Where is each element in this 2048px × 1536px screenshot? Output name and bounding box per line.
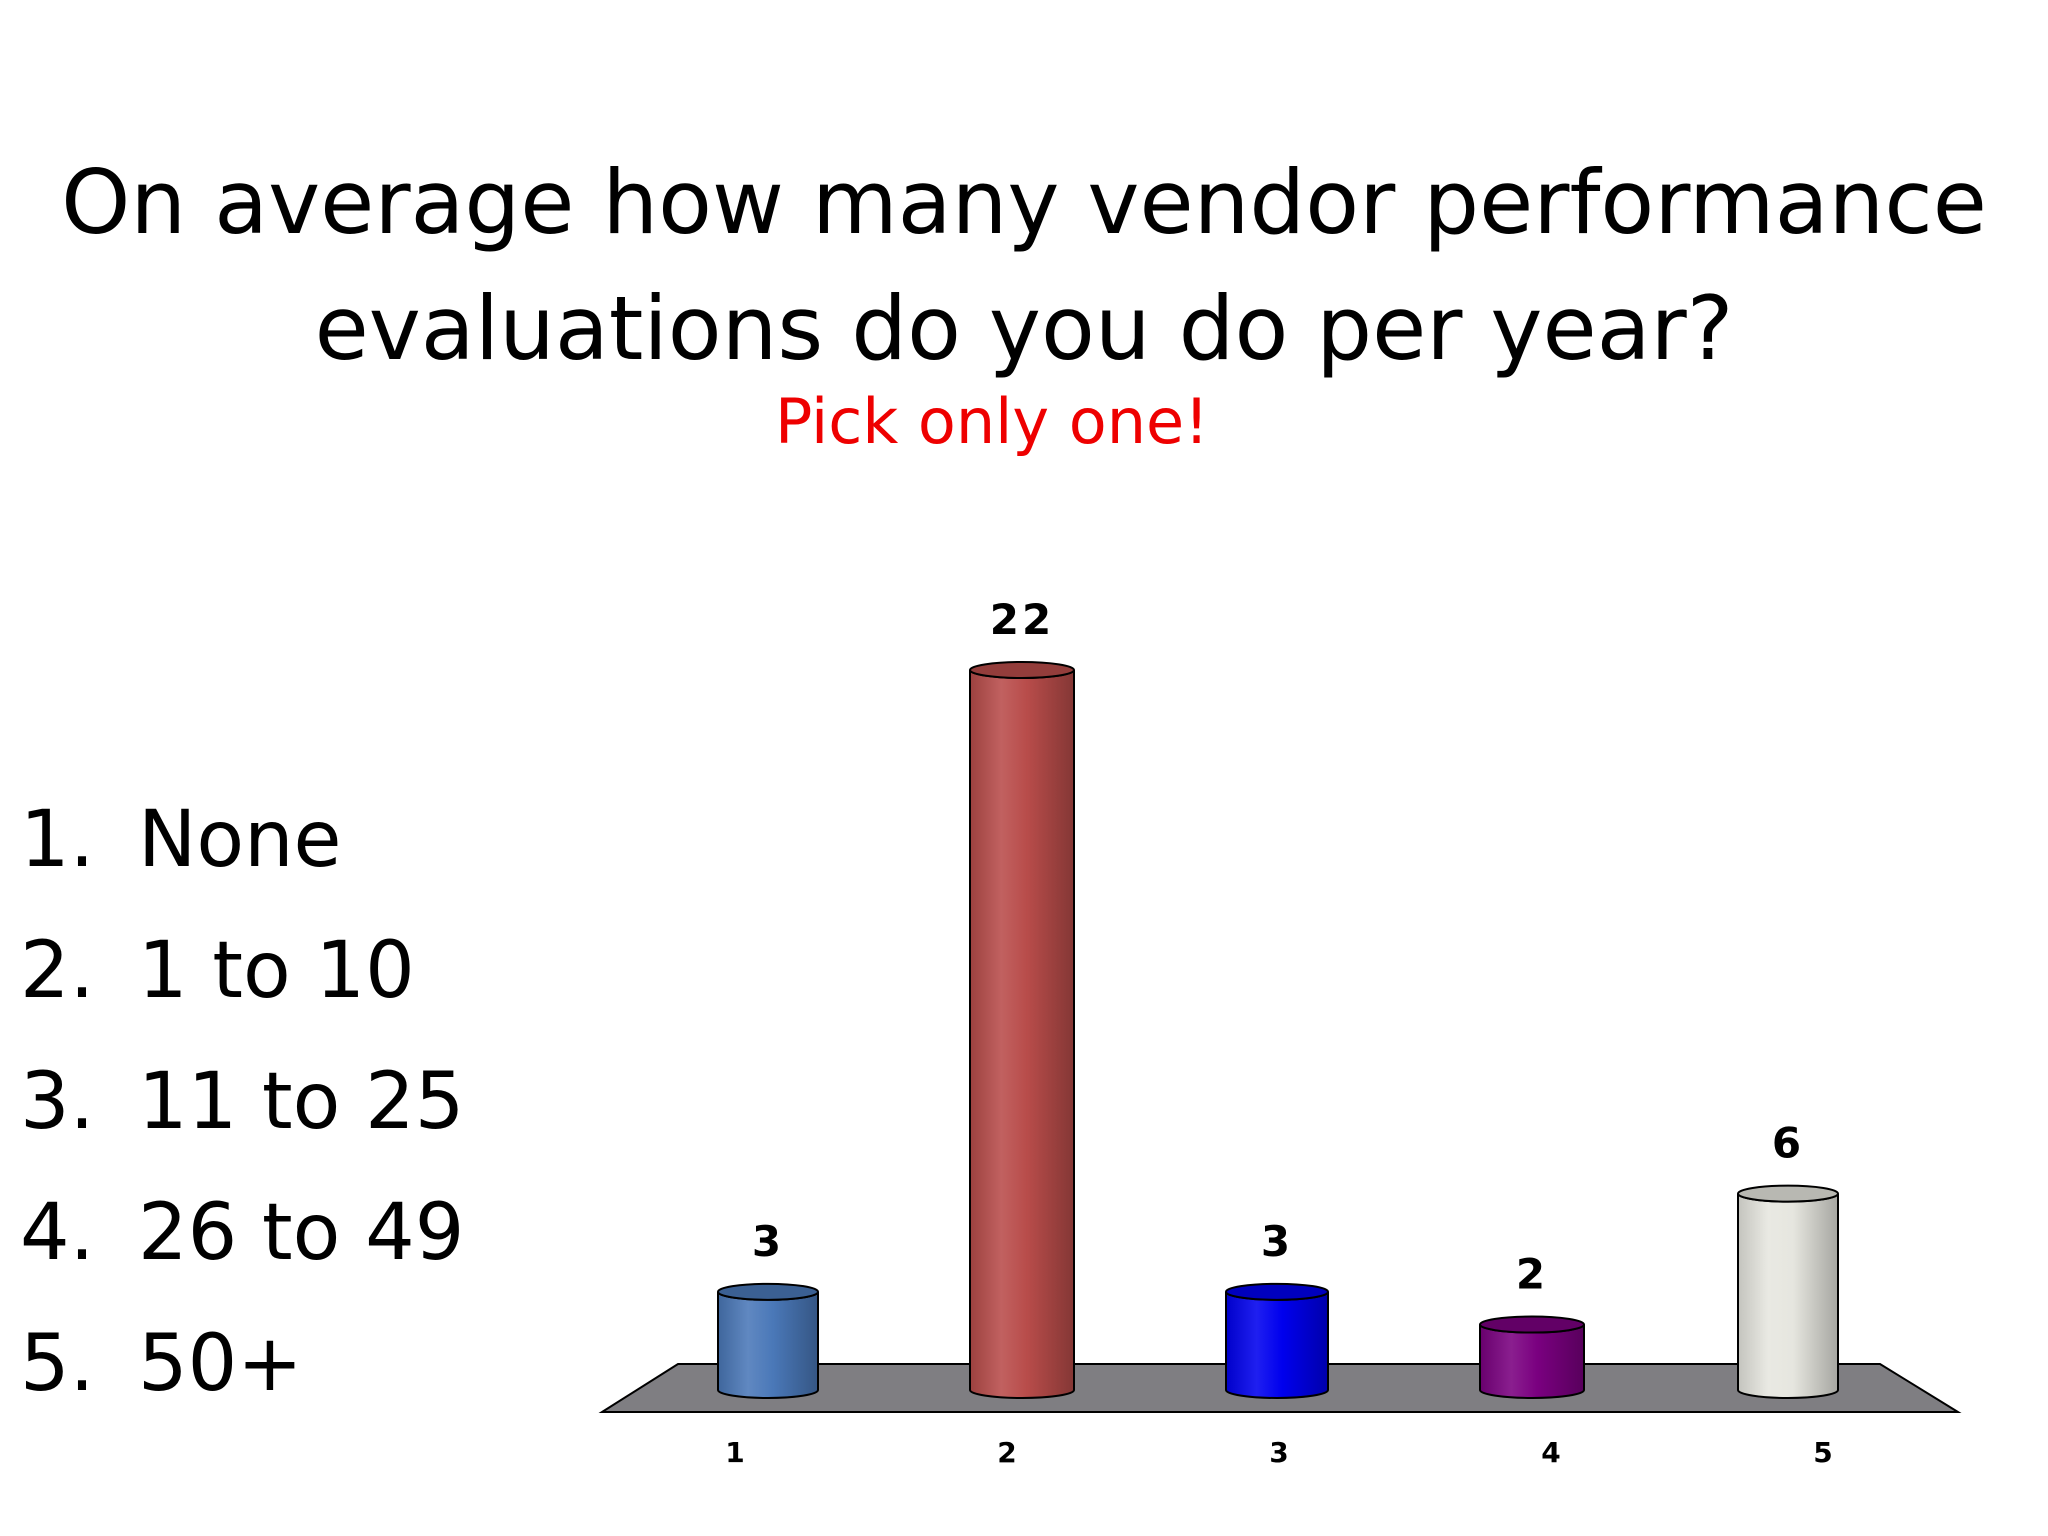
data-label: 2: [1516, 1250, 1548, 1299]
option-item: 2. 1 to 10: [20, 921, 464, 1052]
bar-top-cap: [1737, 1184, 1839, 1203]
data-label: 6: [1772, 1119, 1804, 1168]
bar-2: [969, 661, 1075, 1399]
option-item: 4. 26 to 49: [20, 1183, 464, 1314]
bar-body: [1737, 1193, 1839, 1399]
value-labels-layer: 3 22 3 2 6: [752, 595, 1804, 1299]
title-line-1: On average how many vendor performance: [61, 151, 1987, 254]
title-line-2: evaluations do you do per year?: [314, 277, 1734, 380]
bar-top-cap: [1479, 1315, 1585, 1334]
bar-body: [1479, 1324, 1585, 1399]
bar-body: [969, 669, 1075, 1399]
option-label: 1 to 10: [138, 926, 415, 1016]
bar-3: [1225, 1282, 1329, 1399]
subtitle: Pick only one!: [774, 385, 1210, 458]
option-number: 3.: [20, 1057, 95, 1147]
chart-title: On average how many vendor performance e…: [0, 140, 2048, 392]
bar-top-cap: [1225, 1282, 1329, 1301]
x-tick-label: 5: [1813, 1436, 1832, 1469]
option-label: 26 to 49: [138, 1188, 465, 1278]
x-tick-label: 1: [725, 1436, 744, 1469]
option-label: 50+: [138, 1319, 303, 1409]
x-tick-label: 3: [1269, 1436, 1288, 1469]
bar-body: [1225, 1291, 1329, 1399]
data-label: 22: [990, 595, 1054, 644]
bars-layer: [717, 661, 1839, 1399]
x-tick-label: 4: [1541, 1436, 1560, 1469]
option-label: None: [138, 795, 342, 885]
option-number: 1.: [20, 795, 95, 885]
bar-body: [717, 1291, 819, 1399]
bar-1: [717, 1282, 819, 1399]
options-list: 1. None 2. 1 to 10 3. 11 to 25 4. 26 to 49 5…: [20, 790, 464, 1445]
data-label: 3: [1261, 1217, 1293, 1266]
bar-top-cap: [969, 661, 1075, 679]
bar-top-cap: [717, 1282, 819, 1301]
option-number: 4.: [20, 1188, 95, 1278]
x-tick-label: 2: [997, 1436, 1016, 1469]
option-number: 2.: [20, 926, 95, 1016]
option-number: 5.: [20, 1319, 95, 1409]
data-label: 3: [752, 1217, 784, 1266]
bar-5: [1737, 1184, 1839, 1399]
bar-4: [1479, 1315, 1585, 1399]
option-item: 3. 11 to 25: [20, 1052, 464, 1183]
option-label: 11 to 25: [138, 1057, 465, 1147]
option-item: 5. 50+: [20, 1314, 464, 1445]
x-tick-labels-layer: 1 2 3 4 5: [725, 1436, 1832, 1469]
option-item: 1. None: [20, 790, 464, 921]
